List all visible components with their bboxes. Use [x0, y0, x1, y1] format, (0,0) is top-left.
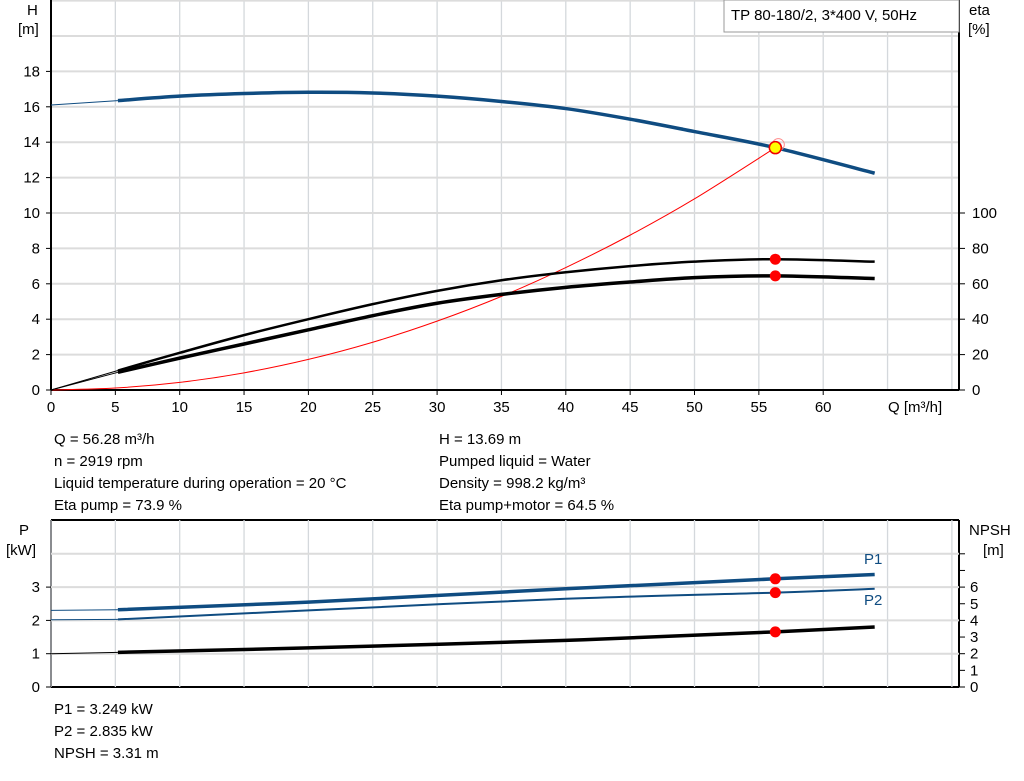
- duty-point-marker: [768, 140, 783, 155]
- p-tick-label: 2: [32, 612, 40, 629]
- x-tick-label: 40: [557, 399, 574, 416]
- p-tick-label: 3: [32, 579, 40, 596]
- speed-value: n = 2919 rpm: [54, 453, 143, 470]
- x-tick-label: 15: [236, 399, 253, 416]
- h-axis-label: H: [27, 2, 38, 19]
- chart-title: TP 80-180/2, 3*400 V, 50Hz: [731, 7, 917, 24]
- eta-pump-motor-value: Eta pump+motor = 64.5 %: [439, 497, 615, 514]
- y-right-tick-label: 60: [972, 276, 989, 293]
- y-right-tick-label: 80: [972, 240, 989, 257]
- npsh-curve-extension: [50, 651, 118, 655]
- p-tick-label: 0: [32, 679, 40, 696]
- y-tick-label: 0: [32, 382, 40, 399]
- npsh-tick-label: 3: [970, 629, 978, 646]
- npsh-value: NPSH = 3.31 m: [54, 745, 159, 762]
- x-tick-label: 55: [751, 399, 768, 416]
- y-tick-label: 12: [23, 170, 40, 187]
- p1-value: P1 = 3.249 kW: [54, 701, 153, 718]
- p-tick-label: 1: [32, 646, 40, 663]
- x-tick-label: 35: [493, 399, 510, 416]
- info-left: Q = 56.28 m³/h n = 2919 rpm Liquid tempe…: [54, 429, 346, 517]
- x-tick-label: 25: [364, 399, 381, 416]
- y-tick-label: 14: [23, 134, 40, 151]
- eta-pump-value: Eta pump = 73.9 %: [54, 497, 182, 514]
- npsh-tick-label: 2: [970, 646, 978, 663]
- y-tick-label: 8: [32, 240, 40, 257]
- density-value: Density = 998.2 kg/m³: [439, 475, 586, 492]
- q-axis-label: Q [m³/h]: [888, 399, 942, 416]
- eta-axis-label: eta: [969, 2, 991, 19]
- eta-pump-motor-curve-extension: [50, 371, 119, 391]
- npsh-tick-label: 5: [970, 596, 978, 613]
- p2-value: P2 = 2.835 kW: [54, 723, 153, 740]
- tick-labels: 0 5 10 15 20 25 30 35 40 45 50 55 600246810121416180…: [23, 63, 997, 696]
- p1-curve-label: P1: [864, 551, 882, 568]
- y-right-tick-label: 40: [972, 311, 989, 328]
- head-curve: [117, 90, 876, 175]
- top-grid: [50, 0, 960, 688]
- npsh-tick-label: 1: [970, 662, 978, 679]
- npsh-axis-label: NPSH: [969, 522, 1011, 539]
- npsh-tick-label: 6: [970, 579, 978, 596]
- x-tick-label: 5: [111, 399, 119, 416]
- x-tick-label: 60: [815, 399, 832, 416]
- npsh-curve: [117, 625, 875, 655]
- x-tick-label: 30: [429, 399, 446, 416]
- y-tick-label: 16: [23, 99, 40, 116]
- y-tick-label: 4: [32, 311, 40, 328]
- temperature-value: Liquid temperature during operation = 20…: [54, 475, 347, 492]
- h-axis-unit: [m]: [18, 21, 39, 38]
- y-right-tick-label: 20: [972, 347, 989, 364]
- eta-axis-unit: [%]: [968, 21, 990, 38]
- p-axis-label: P: [19, 522, 29, 539]
- npsh-tick-label: 4: [970, 612, 978, 629]
- y-right-tick-label: 0: [972, 382, 980, 399]
- eta-pump-curve: [117, 257, 875, 372]
- x-tick-label: 0: [47, 399, 55, 416]
- legend-box: [723, 0, 960, 33]
- y-tick-label: 2: [32, 347, 40, 364]
- npsh-tick-label: 0: [970, 679, 978, 696]
- liquid-value: Pumped liquid = Water: [439, 453, 591, 470]
- head-curve-extension: [50, 100, 118, 106]
- p1-point: [769, 573, 781, 585]
- x-tick-label: 10: [171, 399, 188, 416]
- npsh-axis-unit: [m]: [983, 542, 1004, 559]
- y-tick-label: 6: [32, 276, 40, 293]
- y-tick-label: 10: [23, 205, 40, 222]
- head-value: H = 13.69 m: [439, 431, 522, 448]
- p2-point: [769, 587, 781, 599]
- y-tick-label: 18: [23, 63, 40, 80]
- x-tick-label: 20: [300, 399, 317, 416]
- x-tick-label: 45: [622, 399, 639, 416]
- info-bottom: P1 = 3.249 kW P2 = 2.835 kW NPSH = 3.31 …: [54, 699, 159, 765]
- npsh-point: [769, 626, 781, 638]
- eta-pump-point: [769, 253, 781, 265]
- p1-curve-extension: [50, 609, 118, 611]
- curves: [50, 90, 876, 655]
- flow-value: Q = 56.28 m³/h: [54, 431, 155, 448]
- eta-pump-motor-curve: [117, 274, 875, 375]
- y-right-tick-label: 100: [972, 205, 997, 222]
- system-curve: [50, 147, 776, 391]
- bottom-grid: [50, 520, 959, 687]
- p-axis-unit: [kW]: [6, 542, 36, 559]
- info-right: H = 13.69 m Pumped liquid = Water Densit…: [439, 429, 614, 517]
- eta-pump-motor-point: [769, 270, 781, 282]
- p2-curve-label: P2: [864, 592, 882, 609]
- x-tick-label: 50: [686, 399, 703, 416]
